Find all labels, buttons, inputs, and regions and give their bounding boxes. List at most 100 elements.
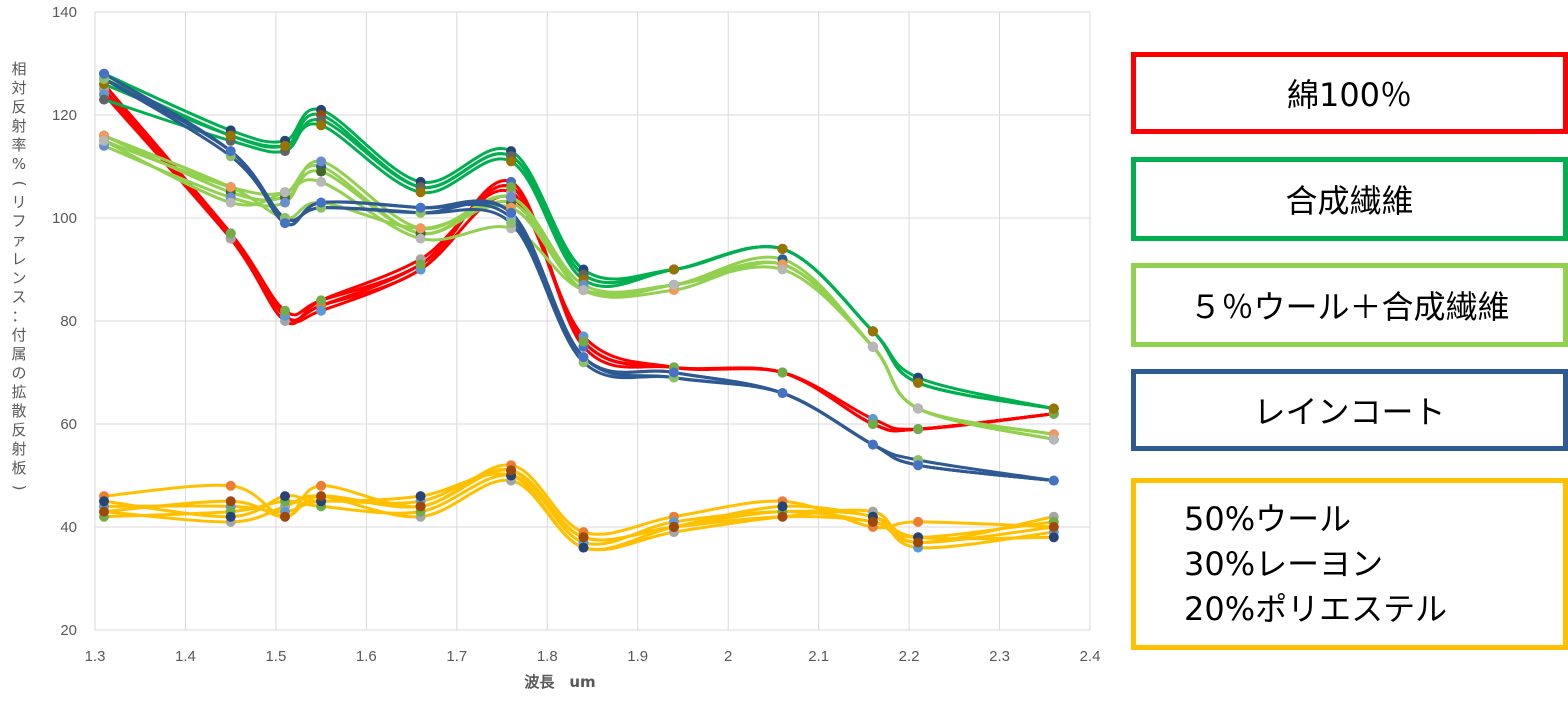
legend-item-wool-synthetic: ５％ウール＋合成繊維: [1131, 263, 1568, 347]
y-axis-title-char: 反: [11, 421, 27, 439]
x-tick-label: 1.7: [446, 648, 467, 665]
data-point: [867, 341, 878, 352]
data-point: [506, 465, 517, 476]
data-point: [668, 264, 679, 275]
y-axis-title: 相対反射率%(リファレンス：付属の拡散反射板): [4, 60, 34, 630]
y-axis-title-char: 射: [11, 117, 27, 135]
data-point: [867, 326, 878, 337]
data-point: [280, 491, 290, 502]
data-point: [1048, 434, 1059, 445]
series-line: [102, 472, 1056, 551]
y-tick-label: 20: [60, 622, 77, 639]
x-tick-label: 1.5: [265, 648, 286, 665]
data-point: [225, 197, 236, 208]
data-point: [506, 218, 517, 229]
x-tick-label: 1.6: [356, 648, 377, 665]
legend-label: ５％ウール＋合成繊維: [1189, 288, 1510, 326]
data-point: [316, 491, 327, 502]
data-point: [280, 511, 290, 522]
data-point: [867, 419, 878, 429]
data-point: [415, 259, 426, 270]
y-axis-title-char: 拡: [11, 383, 27, 401]
legend-label: レインコート: [1253, 393, 1446, 431]
data-point: [99, 496, 109, 507]
data-point: [225, 480, 236, 491]
data-point: [316, 295, 327, 306]
data-point: [99, 94, 109, 105]
y-axis-title-char: ァ: [11, 231, 27, 249]
data-point: [913, 377, 924, 388]
data-point: [415, 233, 426, 244]
data-point: [225, 146, 236, 157]
data-point: [99, 135, 109, 146]
y-axis-title-char: 属: [11, 345, 27, 363]
x-axis-title: 波長 um: [524, 673, 595, 691]
data-point: [506, 207, 517, 218]
y-axis-title-char: フ: [11, 212, 27, 230]
series-line: [102, 82, 1056, 411]
y-axis-title-char: ：: [11, 307, 27, 325]
data-point: [578, 336, 589, 347]
y-axis-title-text: 相対反射率%(リファレンス：付属の拡散反射板): [4, 60, 34, 497]
data-point: [506, 156, 517, 167]
y-axis-title-char: 率: [11, 136, 27, 154]
data-point: [415, 501, 426, 512]
legend-item-wool-blend: 50%ウール 30%レーヨン 20%ポリエステル: [1131, 478, 1568, 650]
data-point: [415, 491, 426, 502]
data-point: [777, 264, 788, 275]
data-point: [777, 367, 788, 378]
data-point: [415, 223, 426, 234]
y-axis-title-char: の: [11, 364, 27, 382]
tick-labels: 20 40 60 80 100 120 140 1.3 1.4 1.5 1.6 1.7 1.8 1.9 2 2…: [52, 4, 1100, 665]
data-point: [777, 243, 788, 254]
x-tick-label: 2: [724, 648, 732, 665]
legend-line: 30%レーヨン: [1184, 544, 1384, 583]
x-tick-label: 1.3: [85, 648, 106, 665]
data-point: [1048, 475, 1059, 486]
data-point: [913, 460, 924, 471]
y-axis-title-char: %: [11, 155, 27, 173]
y-axis-title-char: 板: [11, 459, 27, 477]
data-point: [777, 511, 788, 522]
legend-label: 綿100％: [1286, 76, 1413, 114]
data-point: [280, 187, 290, 198]
y-axis-title-char: (: [10, 180, 29, 187]
data-point: [913, 537, 924, 548]
x-tick-label: 1.4: [175, 648, 196, 665]
data-point: [316, 480, 327, 491]
data-point: [316, 156, 327, 167]
x-tick-label: 1.9: [627, 648, 648, 665]
data-point: [280, 197, 290, 208]
y-tick-label: 80: [60, 313, 77, 330]
x-tick-label: 2.2: [899, 648, 920, 665]
x-tick-label: 1.8: [537, 648, 558, 665]
data-point: [867, 516, 878, 527]
x-tick-label: 2.1: [808, 648, 829, 665]
data-point: [225, 511, 236, 522]
data-point: [415, 187, 426, 198]
data-point: [913, 403, 924, 414]
data-point: [913, 424, 924, 435]
data-point: [913, 516, 924, 527]
data-point: [1048, 403, 1059, 414]
data-point: [280, 218, 290, 229]
y-tick-label: 40: [60, 519, 77, 536]
y-axis-title-char: 対: [11, 79, 27, 97]
series-line: [102, 463, 1056, 536]
data-point: [225, 228, 236, 239]
legend-label: 合成繊維: [1285, 182, 1414, 220]
y-axis-title-char: 射: [11, 440, 27, 458]
y-axis-title-char: 相: [11, 60, 27, 78]
y-tick-label: 60: [60, 416, 77, 433]
data-point: [668, 367, 679, 378]
legend-line: 50%ウール: [1184, 499, 1352, 538]
data-point: [280, 140, 290, 151]
data-point: [415, 202, 426, 213]
y-axis-title-char: 付: [11, 326, 27, 344]
data-point: [99, 68, 109, 79]
y-axis-title-char: リ: [11, 193, 27, 211]
y-tick-label: 140: [52, 4, 77, 21]
data-point: [506, 192, 517, 203]
data-point: [225, 130, 236, 141]
